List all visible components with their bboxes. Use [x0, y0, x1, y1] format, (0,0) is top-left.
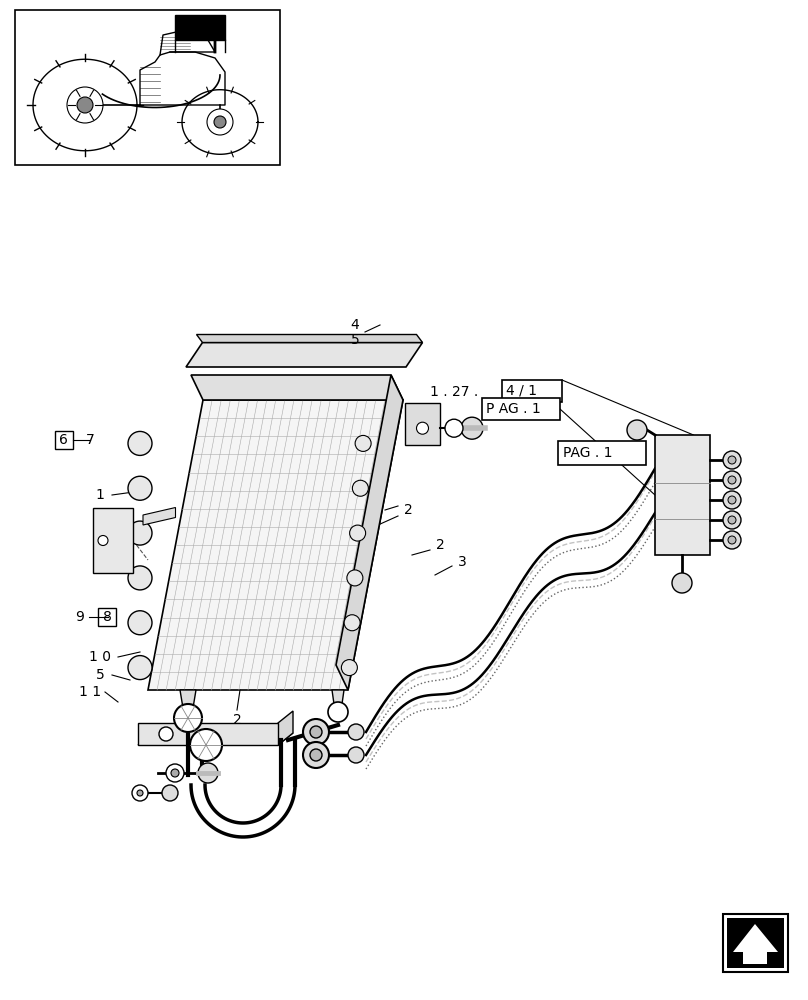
Bar [175, 15, 225, 40]
Bar [15, 10, 280, 165]
Circle shape [672, 573, 692, 593]
Bar [405, 403, 440, 445]
Bar [727, 918, 784, 968]
Circle shape [416, 422, 428, 434]
Polygon shape [336, 375, 403, 690]
Bar [55, 431, 73, 449]
Circle shape [310, 726, 322, 738]
Circle shape [723, 451, 741, 469]
Circle shape [723, 471, 741, 489]
Circle shape [350, 525, 366, 541]
Circle shape [77, 97, 93, 113]
Polygon shape [278, 711, 293, 745]
Polygon shape [196, 334, 423, 342]
Bar [558, 441, 646, 465]
Circle shape [190, 729, 222, 761]
Text: 7: 7 [86, 433, 95, 447]
Circle shape [728, 516, 736, 524]
Circle shape [341, 660, 357, 676]
Circle shape [627, 420, 647, 440]
Circle shape [310, 749, 322, 761]
Circle shape [303, 742, 329, 768]
Text: 1: 1 [95, 488, 104, 502]
Bar [138, 723, 278, 745]
Text: 8: 8 [103, 610, 112, 624]
Circle shape [328, 702, 348, 722]
Circle shape [207, 109, 233, 135]
Text: 2: 2 [404, 503, 412, 517]
Text: 4 / 1: 4 / 1 [506, 384, 537, 398]
Polygon shape [143, 508, 175, 525]
Circle shape [159, 727, 173, 741]
Text: 6: 6 [58, 433, 67, 447]
Circle shape [174, 704, 202, 732]
Circle shape [728, 496, 736, 504]
Circle shape [356, 435, 371, 451]
Circle shape [723, 531, 741, 549]
Circle shape [344, 615, 360, 631]
Text: 4: 4 [351, 318, 360, 332]
Polygon shape [733, 924, 778, 964]
Polygon shape [191, 375, 403, 400]
Circle shape [348, 747, 364, 763]
Text: PAG . 1: PAG . 1 [563, 446, 612, 460]
Text: 1 1: 1 1 [79, 685, 101, 699]
Text: 3: 3 [457, 555, 466, 569]
Polygon shape [332, 690, 344, 704]
Circle shape [67, 87, 103, 123]
Circle shape [348, 724, 364, 740]
Circle shape [98, 536, 108, 546]
Bar [98, 608, 116, 626]
Text: 2: 2 [233, 713, 242, 727]
Bar [655, 435, 710, 555]
Circle shape [728, 456, 736, 464]
Circle shape [128, 476, 152, 500]
Circle shape [162, 785, 178, 801]
Circle shape [132, 785, 148, 801]
Circle shape [171, 769, 179, 777]
Circle shape [198, 763, 218, 783]
Circle shape [723, 491, 741, 509]
Circle shape [723, 511, 741, 529]
Circle shape [128, 566, 152, 590]
Circle shape [352, 480, 368, 496]
Circle shape [728, 476, 736, 484]
Text: 9: 9 [76, 610, 85, 624]
Text: 5: 5 [351, 333, 360, 347]
Circle shape [214, 116, 226, 128]
Bar [723, 914, 788, 972]
Circle shape [137, 790, 143, 796]
Circle shape [445, 419, 463, 437]
Text: 5: 5 [95, 668, 104, 682]
Text: 1 0: 1 0 [89, 650, 111, 664]
Circle shape [728, 536, 736, 544]
Circle shape [347, 570, 363, 586]
Circle shape [461, 417, 483, 439]
Text: P AG . 1: P AG . 1 [486, 402, 541, 416]
Bar [502, 380, 562, 402]
Polygon shape [186, 342, 423, 367]
Bar [93, 508, 133, 573]
Circle shape [128, 431, 152, 455]
Polygon shape [138, 733, 293, 745]
Circle shape [128, 521, 152, 545]
Circle shape [303, 719, 329, 745]
Circle shape [128, 656, 152, 680]
Text: 2: 2 [436, 538, 444, 552]
Polygon shape [180, 690, 196, 708]
Circle shape [166, 764, 184, 782]
Text: 1 . 27 .: 1 . 27 . [430, 385, 478, 399]
Bar [482, 398, 560, 420]
Polygon shape [148, 400, 403, 690]
Circle shape [128, 611, 152, 635]
